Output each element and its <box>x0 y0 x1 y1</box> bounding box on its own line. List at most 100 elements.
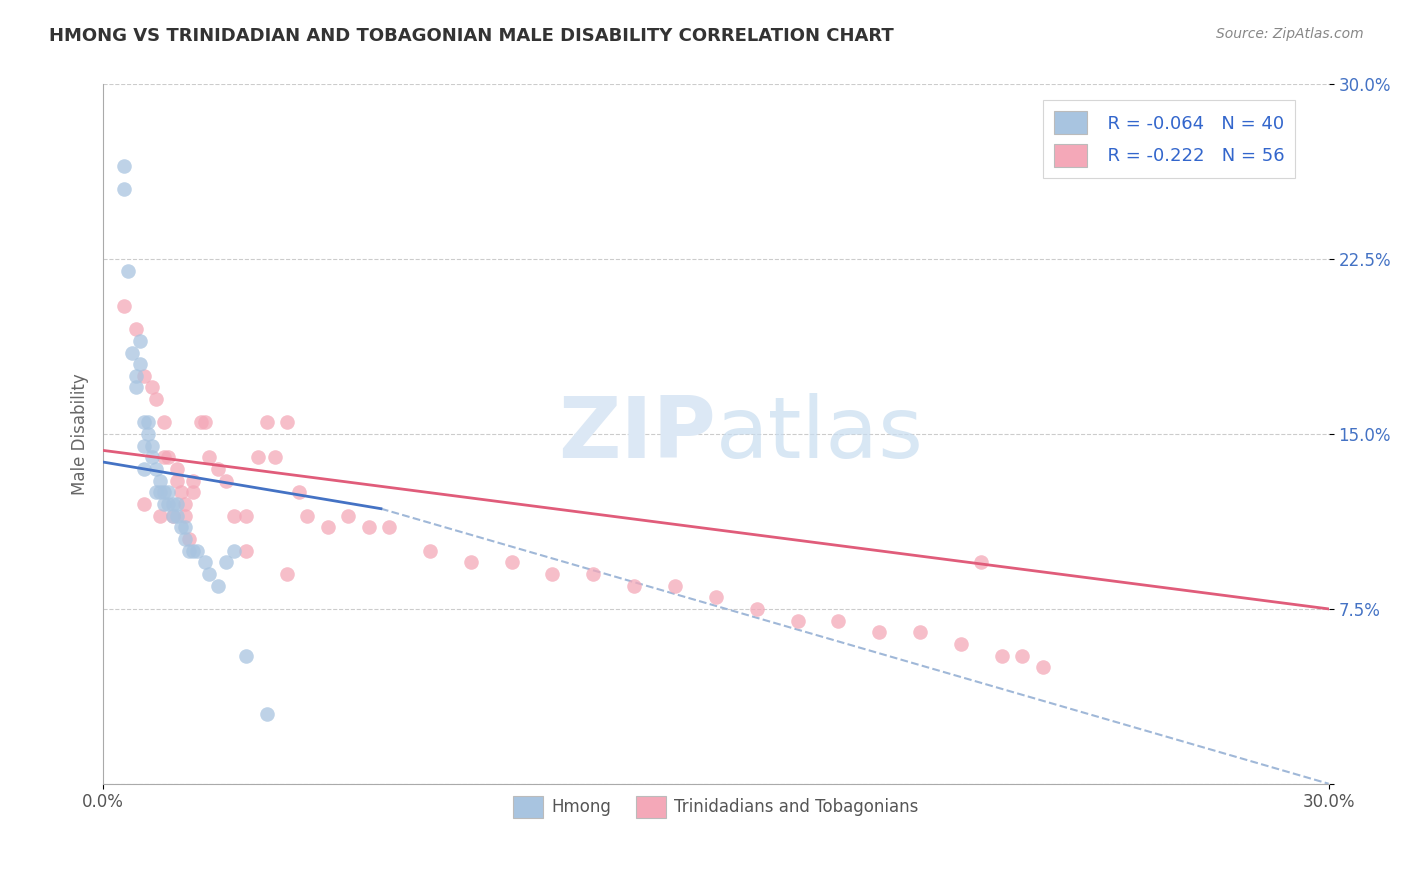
Point <box>222 543 245 558</box>
Point <box>157 450 180 465</box>
Point <box>949 637 972 651</box>
Point <box>991 648 1014 663</box>
Point <box>153 416 176 430</box>
Point <box>215 555 238 569</box>
Point <box>173 497 195 511</box>
Point <box>256 416 278 430</box>
Point <box>141 380 163 394</box>
Point <box>145 462 167 476</box>
Point <box>186 543 208 558</box>
Point <box>166 508 188 523</box>
Point <box>112 182 135 196</box>
Point <box>181 543 204 558</box>
Point <box>1032 660 1054 674</box>
Point <box>132 416 155 430</box>
Point <box>337 508 360 523</box>
Y-axis label: Male Disability: Male Disability <box>72 373 89 495</box>
Point <box>141 439 163 453</box>
Point <box>136 427 159 442</box>
Point <box>157 497 180 511</box>
Text: atlas: atlas <box>716 392 924 475</box>
Point <box>288 485 311 500</box>
Point <box>132 439 155 453</box>
Point <box>582 566 605 581</box>
Point <box>112 299 135 313</box>
Point <box>194 416 217 430</box>
Point <box>128 334 150 348</box>
Text: HMONG VS TRINIDADIAN AND TOBAGONIAN MALE DISABILITY CORRELATION CHART: HMONG VS TRINIDADIAN AND TOBAGONIAN MALE… <box>49 27 894 45</box>
Point <box>194 555 217 569</box>
Point <box>181 485 204 500</box>
Point <box>276 416 298 430</box>
Point <box>125 322 148 336</box>
Point <box>112 159 135 173</box>
Point <box>297 508 319 523</box>
Point <box>623 579 645 593</box>
Point <box>235 543 257 558</box>
Point <box>190 416 212 430</box>
Point <box>132 462 155 476</box>
Point <box>378 520 401 534</box>
Text: Source: ZipAtlas.com: Source: ZipAtlas.com <box>1216 27 1364 41</box>
Legend: Hmong, Trinidadians and Tobagonians: Hmong, Trinidadians and Tobagonians <box>506 789 925 824</box>
Point <box>166 462 188 476</box>
Point <box>170 520 193 534</box>
Point <box>276 566 298 581</box>
Point <box>153 497 176 511</box>
Point <box>149 474 172 488</box>
Point <box>153 450 176 465</box>
Point <box>173 508 195 523</box>
Point <box>235 508 257 523</box>
Point <box>263 450 285 465</box>
Point <box>222 508 245 523</box>
Point <box>157 485 180 500</box>
Point <box>125 368 148 383</box>
Point <box>153 485 176 500</box>
Point <box>704 591 727 605</box>
Point <box>198 566 221 581</box>
Point <box>149 508 172 523</box>
Point <box>786 614 808 628</box>
Point <box>357 520 380 534</box>
Point <box>117 264 139 278</box>
Point <box>247 450 270 465</box>
Point <box>141 450 163 465</box>
Point <box>1011 648 1033 663</box>
Point <box>177 543 200 558</box>
Point <box>170 485 193 500</box>
Point <box>132 497 155 511</box>
Point <box>256 706 278 721</box>
Point <box>173 520 195 534</box>
Point <box>745 602 768 616</box>
Point <box>145 485 167 500</box>
Point <box>132 368 155 383</box>
Point <box>162 508 184 523</box>
Point <box>664 579 686 593</box>
Point <box>460 555 482 569</box>
Point <box>162 497 184 511</box>
Text: ZIP: ZIP <box>558 392 716 475</box>
Point <box>166 497 188 511</box>
Point <box>235 648 257 663</box>
Point <box>970 555 993 569</box>
Point <box>125 380 148 394</box>
Point <box>173 532 195 546</box>
Point <box>207 579 229 593</box>
Point <box>908 625 931 640</box>
Point <box>136 416 159 430</box>
Point <box>501 555 523 569</box>
Point <box>541 566 564 581</box>
Point <box>215 474 238 488</box>
Point <box>166 474 188 488</box>
Point <box>207 462 229 476</box>
Point <box>868 625 890 640</box>
Point <box>149 485 172 500</box>
Point <box>162 508 184 523</box>
Point <box>419 543 441 558</box>
Point <box>177 532 200 546</box>
Point <box>121 345 143 359</box>
Point <box>145 392 167 406</box>
Point <box>181 474 204 488</box>
Point <box>128 357 150 371</box>
Point <box>316 520 339 534</box>
